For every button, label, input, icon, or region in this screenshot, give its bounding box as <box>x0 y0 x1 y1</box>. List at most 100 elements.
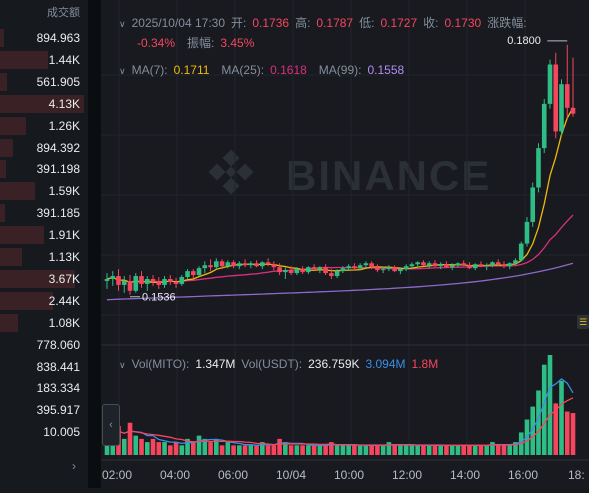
candle-body <box>156 280 162 285</box>
binance-watermark: BINANCE <box>208 149 489 199</box>
candle-body <box>317 267 323 270</box>
volume-value: 1.13K <box>48 250 80 264</box>
candle-body <box>214 261 219 268</box>
volume-row: 183.334 <box>0 378 88 398</box>
volume-bar <box>317 445 323 455</box>
depth-bar <box>0 248 22 266</box>
depth-bar <box>0 160 7 179</box>
depth-bar <box>0 182 36 201</box>
depth-bar <box>0 94 84 113</box>
volume-bar <box>127 422 133 455</box>
volume-bar <box>380 445 386 455</box>
volume-row: 894.963 <box>0 28 88 48</box>
candle-body <box>116 276 121 285</box>
candle-body <box>536 148 541 188</box>
candle-body <box>162 279 167 285</box>
volume-value: 10.005 <box>43 425 80 440</box>
volume-row: 778.060 <box>0 335 88 355</box>
volume-row: 391.185 <box>0 203 88 223</box>
volume-bar <box>219 445 225 455</box>
candle-body <box>133 276 139 291</box>
volume-bar <box>467 445 472 455</box>
candlestick-chart[interactable]: BINANCE 0.1800 0.1536 ∨ 2025/10/04 17:30 开:… <box>101 0 589 488</box>
volume-bar <box>214 438 219 455</box>
candle-body <box>294 269 300 274</box>
volume-bar <box>185 438 190 455</box>
volume-row: 3.67K <box>0 269 88 289</box>
candle-body <box>237 263 242 267</box>
candle-body <box>472 264 478 269</box>
candle-body <box>196 268 202 276</box>
volume-bar <box>173 442 179 455</box>
candle-body <box>110 276 116 279</box>
candle-body <box>352 266 357 269</box>
volume-value: 391.198 <box>36 162 80 177</box>
candle-body <box>185 271 190 278</box>
panel-divider <box>88 0 101 488</box>
ma-legend: ∨ MA(7): 0.1711 MA(25): 0.1618 MA(99): 0.1558 <box>119 63 404 77</box>
candle-body <box>208 265 213 268</box>
volume-bar <box>386 442 392 455</box>
collapse-icon[interactable]: ∨ <box>119 360 126 370</box>
volume-bar <box>283 442 288 455</box>
volume-row: 1.08K <box>0 313 88 333</box>
vol-ma2-value: 1.8M <box>411 357 439 371</box>
volume-bar <box>501 445 507 455</box>
candle-body <box>300 269 305 273</box>
volume-bar <box>570 413 576 455</box>
candle-body <box>260 262 265 267</box>
volume-value: 778.060 <box>36 337 80 352</box>
candle-body <box>202 265 208 269</box>
depth-bar <box>0 50 49 69</box>
vol-ma-value: 3.094M <box>365 357 406 371</box>
candle-body <box>518 243 524 261</box>
candle-body <box>283 270 288 273</box>
close-value: 0.1730 <box>444 16 482 30</box>
depth-bar <box>0 226 44 245</box>
volume-bar <box>231 445 236 455</box>
candle-body <box>173 281 179 284</box>
candle-body <box>167 279 173 282</box>
candle-body <box>432 263 438 267</box>
scroll-left-button[interactable]: ‹ <box>102 404 120 446</box>
chevron-right-icon[interactable]: › <box>72 459 76 473</box>
ma7-label: MA(7): <box>131 63 168 77</box>
x-axis-tick: 14:00 <box>450 468 481 482</box>
volume-value: 838.441 <box>36 359 80 374</box>
amplitude-value: 3.45% <box>220 36 255 50</box>
volume-value: 1.59K <box>48 184 80 199</box>
candle-body <box>524 221 530 244</box>
candle-body <box>547 64 553 104</box>
depth-bar <box>0 313 18 332</box>
candle-body <box>409 264 415 267</box>
x-axis-tick: 04:00 <box>160 468 191 482</box>
collapse-icon[interactable]: ∨ <box>119 19 126 29</box>
volume-bar <box>375 445 380 455</box>
candle-body <box>139 276 144 284</box>
volume-bar <box>357 445 363 455</box>
ma7-value: 0.1711 <box>173 63 210 77</box>
volume-bar <box>392 445 397 455</box>
volume-row: 894.392 <box>0 138 88 158</box>
candle-body <box>386 267 392 270</box>
volume-column-header: 成交额 <box>47 7 80 19</box>
depth-bar <box>0 269 75 288</box>
candle-body <box>225 262 231 267</box>
depth-bar <box>0 138 14 157</box>
volume-bar <box>409 445 415 455</box>
volume-bar <box>369 445 374 455</box>
candle-body <box>231 262 236 267</box>
ma99-line <box>106 262 574 301</box>
candle-body <box>375 267 380 271</box>
candle-body <box>507 263 513 267</box>
volume-bar <box>265 445 271 455</box>
collapse-icon[interactable]: ∨ <box>119 66 126 76</box>
volume-row: 10.005 <box>0 422 88 442</box>
volume-row: 561.905 <box>0 72 88 92</box>
candle-body <box>254 263 259 267</box>
settings-icon[interactable]: ☰ <box>577 315 589 329</box>
volume-legend: ∨ Vol(MITO): 1.347M Vol(USDT): 236.759K 3.094… <box>119 357 438 371</box>
candle-body <box>288 270 294 274</box>
candle-body <box>495 262 501 265</box>
candle-body <box>144 279 150 284</box>
